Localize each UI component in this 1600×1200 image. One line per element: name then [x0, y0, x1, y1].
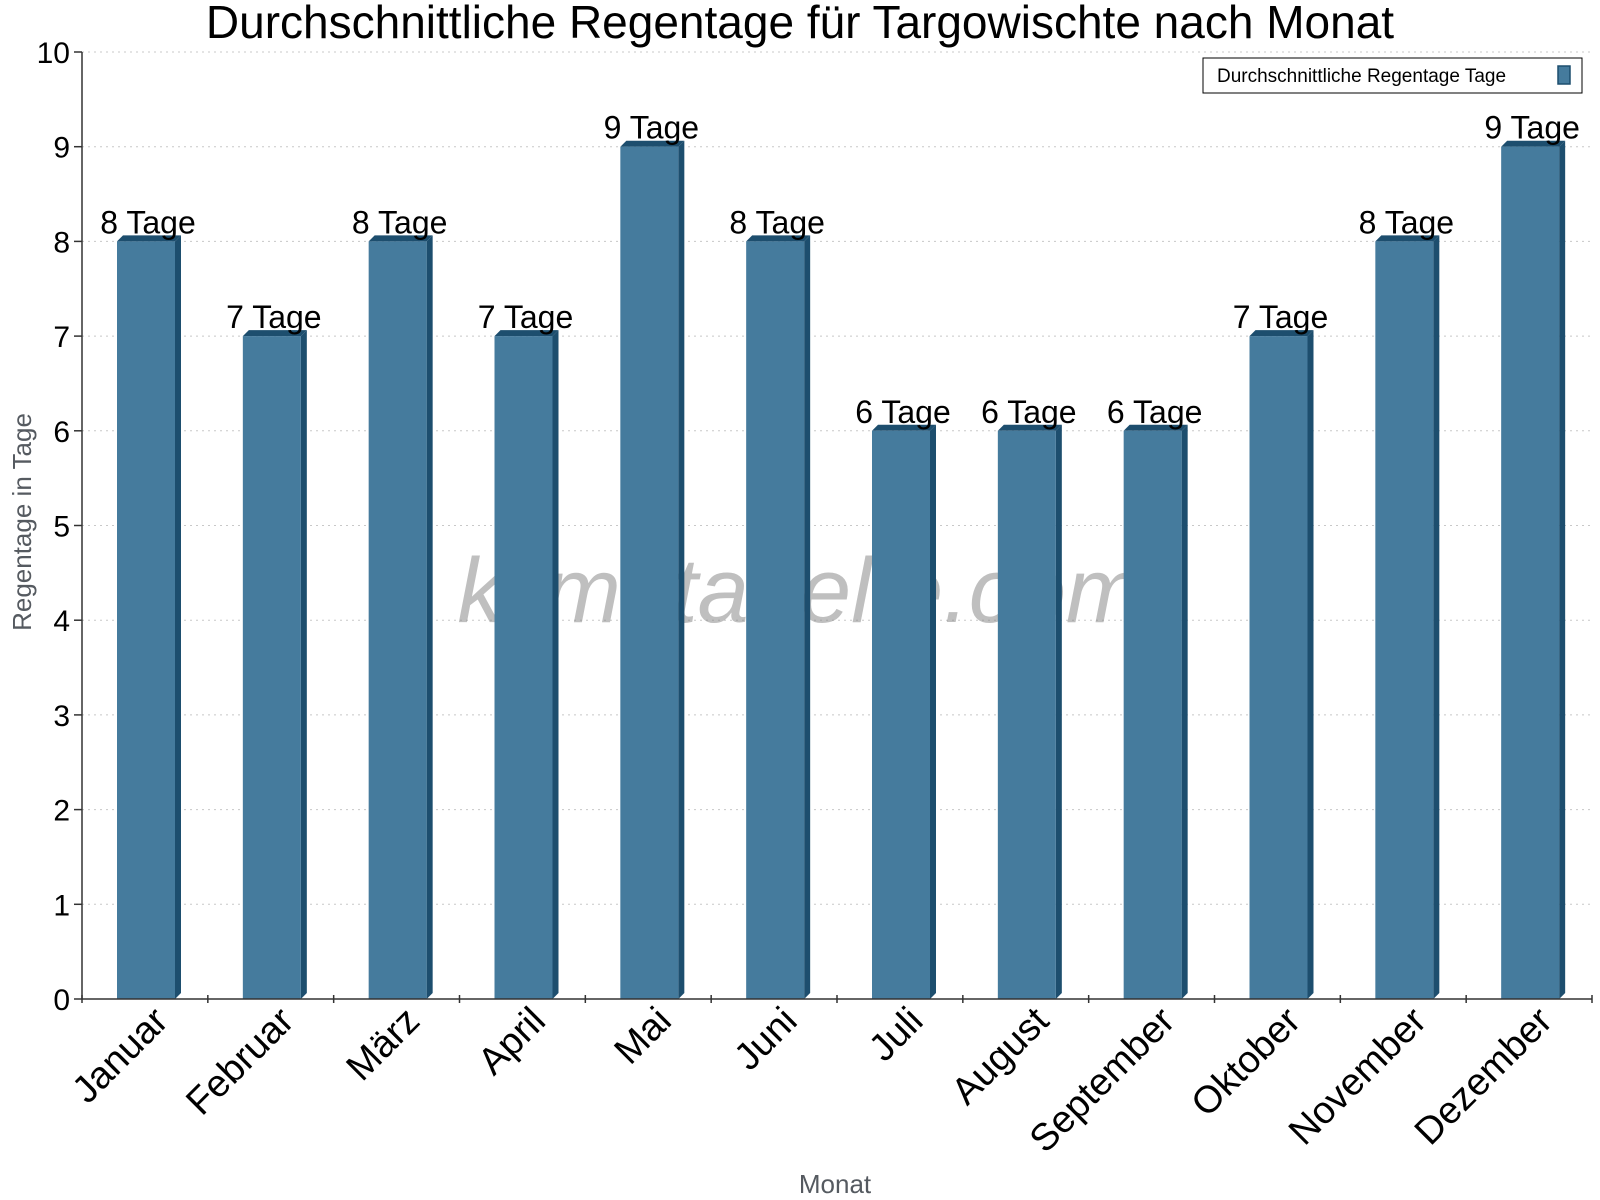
- bar-top: [117, 235, 181, 242]
- x-tick-label: Juli: [861, 1000, 931, 1070]
- data-label: 6 Tage: [855, 394, 951, 430]
- bar: [242, 336, 301, 1000]
- x-axis-title: Monat: [799, 1169, 872, 1199]
- bar-side: [175, 235, 181, 999]
- x-tick-label: November: [1281, 999, 1435, 1153]
- bar-side: [1433, 235, 1440, 999]
- y-tick-label: 2: [53, 795, 70, 828]
- data-label: 8 Tage: [1359, 204, 1455, 240]
- y-tick-label: 4: [53, 605, 70, 638]
- x-tick-label: August: [944, 999, 1058, 1113]
- bar-top: [494, 330, 559, 337]
- bar: [1375, 241, 1434, 999]
- y-tick-label: 10: [37, 37, 70, 70]
- x-tick-label: März: [339, 1000, 428, 1089]
- legend-swatch: [1557, 65, 1571, 85]
- bar-side: [930, 424, 936, 999]
- bar: [1249, 336, 1308, 1000]
- legend: Durchschnittliche Regentage Tage: [1202, 57, 1583, 94]
- legend-label: Durchschnittliche Regentage Tage: [1217, 66, 1506, 87]
- x-tick-label: Januar: [64, 999, 176, 1111]
- bar-side: [1307, 330, 1314, 1000]
- data-label: 8 Tage: [352, 204, 448, 240]
- x-tick-label: Juni: [727, 1000, 806, 1079]
- bar: [997, 430, 1056, 999]
- bar-top: [872, 424, 936, 431]
- bar: [368, 241, 427, 999]
- bar-side: [552, 330, 559, 1000]
- bar: [1501, 146, 1560, 999]
- bar-top: [1249, 330, 1314, 337]
- y-tick-label: 6: [53, 416, 70, 449]
- data-label: 7 Tage: [478, 299, 574, 335]
- bar-side: [426, 235, 433, 999]
- data-label: 8 Tage: [729, 204, 825, 240]
- y-tick-label: 1: [53, 889, 70, 922]
- bar-top: [620, 140, 685, 147]
- y-axis-title: Regentage in Tage: [7, 413, 37, 631]
- bar: [620, 146, 679, 999]
- bar-side: [678, 140, 685, 999]
- bar: [494, 336, 553, 1000]
- bar: [872, 430, 930, 999]
- x-tick-label: April: [470, 1000, 553, 1083]
- bar: [117, 241, 175, 999]
- data-label: 9 Tage: [1484, 110, 1580, 146]
- bar-top: [1501, 140, 1566, 147]
- y-tick-label: 9: [53, 132, 70, 165]
- y-tick-label: 3: [53, 700, 70, 733]
- x-tick-label: Februar: [178, 999, 302, 1123]
- y-tick-label: 5: [53, 511, 70, 544]
- data-label: 7 Tage: [1233, 299, 1329, 335]
- bar-top: [368, 235, 433, 242]
- data-label: 7 Tage: [226, 299, 322, 335]
- bar-top: [1123, 424, 1188, 431]
- bar: [1123, 430, 1182, 999]
- x-tick-label: Oktober: [1184, 999, 1310, 1125]
- bar-side: [804, 235, 811, 999]
- bar-side: [300, 330, 307, 1000]
- bar-top: [1375, 235, 1440, 242]
- x-tick-label: Dezember: [1407, 999, 1561, 1153]
- legend-box: [1202, 57, 1583, 94]
- grid: [82, 51, 1592, 905]
- bar-side: [1559, 140, 1566, 999]
- data-label: 8 Tage: [100, 204, 196, 240]
- bar-top: [242, 330, 307, 337]
- y-tick-label: 7: [53, 321, 70, 354]
- bar-side: [1181, 424, 1188, 999]
- data-label: 6 Tage: [1107, 394, 1203, 430]
- bar-side: [1055, 424, 1062, 999]
- bar-top: [746, 235, 811, 242]
- bar: [746, 241, 805, 999]
- bars: 8 Tage 7 Tage 8 Tage 7 Tage 9 Tage 8 Tage 6 Ta…: [100, 110, 1580, 1000]
- x-tick-label: Mai: [607, 1000, 680, 1073]
- bar-top: [997, 424, 1062, 431]
- chart-title: Durchschnittliche Regentage für Targowis…: [206, 0, 1394, 48]
- y-tick-label: 0: [53, 984, 70, 1017]
- data-label: 6 Tage: [981, 394, 1077, 430]
- y-tick-label: 8: [53, 226, 70, 259]
- data-label: 9 Tage: [604, 110, 700, 146]
